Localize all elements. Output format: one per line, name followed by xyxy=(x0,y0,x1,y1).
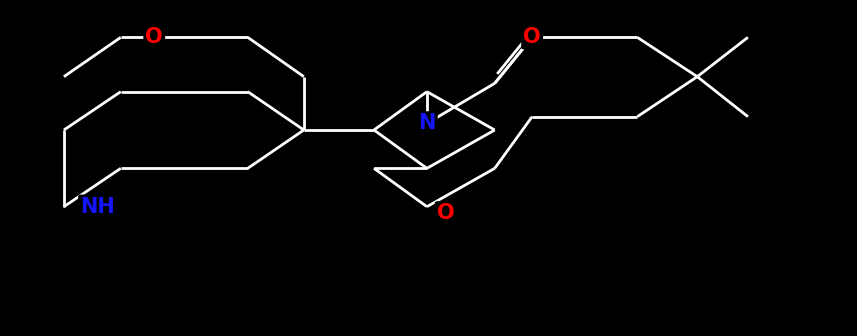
Text: N: N xyxy=(418,113,435,133)
Text: O: O xyxy=(524,27,541,47)
Text: O: O xyxy=(437,203,454,223)
Text: O: O xyxy=(146,27,163,47)
Text: NH: NH xyxy=(81,197,115,217)
